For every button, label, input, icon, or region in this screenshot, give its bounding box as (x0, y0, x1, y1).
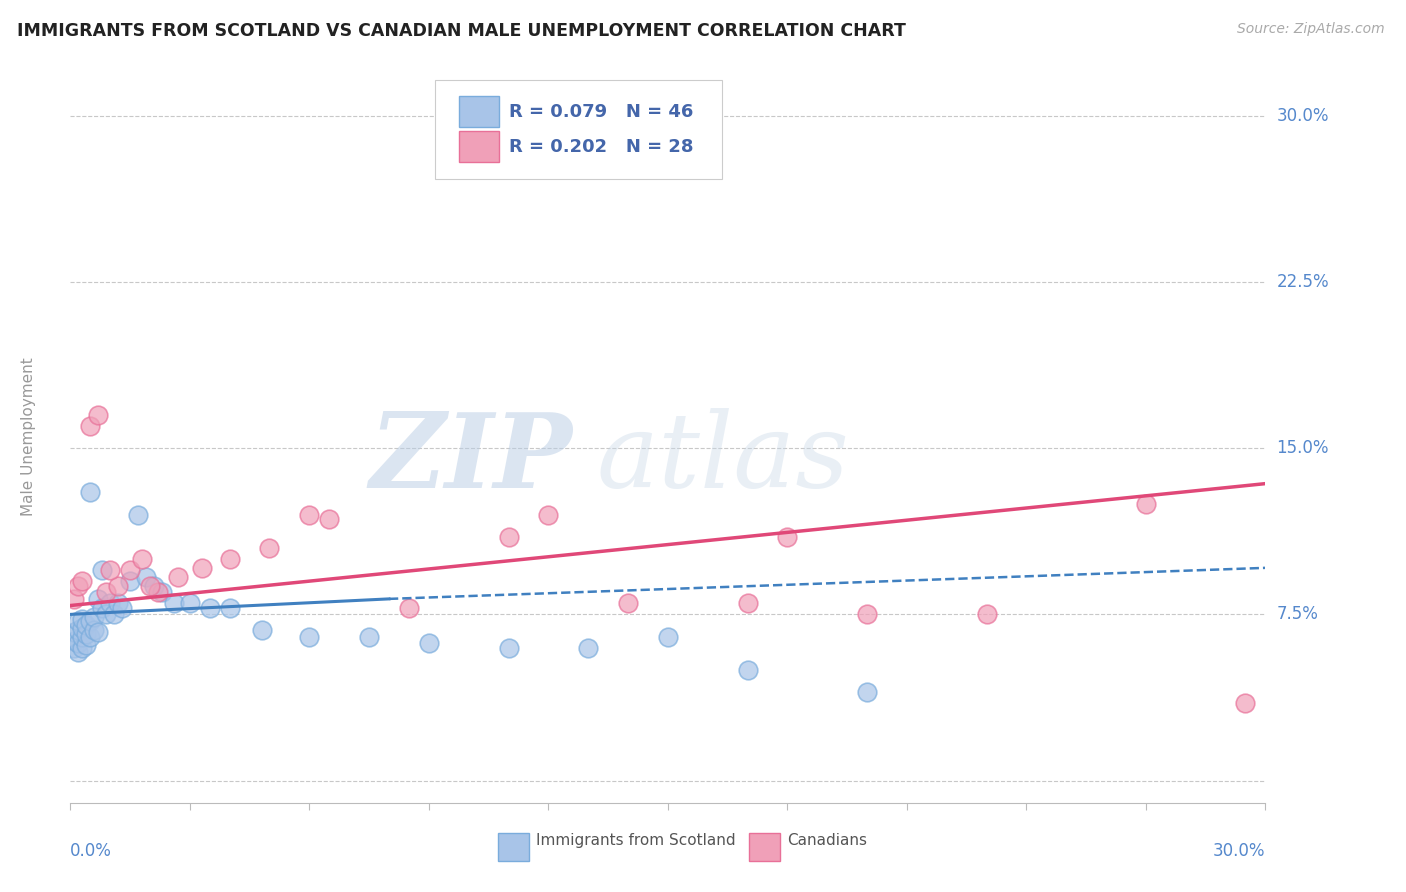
Point (87, 625, 110, 640)
Point (103, 607, 125, 622)
Point (150, 585, 173, 599)
Point (79, 485, 101, 500)
Point (250, 623, 273, 637)
Text: 15.0%: 15.0% (1277, 439, 1329, 458)
Point (1234, 696, 1257, 710)
Point (98, 563, 121, 577)
Text: IMMIGRANTS FROM SCOTLAND VS CANADIAN MALE UNEMPLOYMENT CORRELATION CHART: IMMIGRANTS FROM SCOTLAND VS CANADIAN MAL… (17, 22, 905, 40)
Point (657, 630, 679, 644)
Point (107, 578, 129, 592)
Point (318, 512, 340, 526)
Point (91, 563, 114, 577)
Point (498, 640, 520, 655)
Point (359, 630, 381, 644)
Point (67, 623, 90, 637)
Point (75, 639, 97, 653)
Point (146, 585, 169, 599)
Point (259, 541, 281, 555)
FancyBboxPatch shape (458, 96, 499, 127)
Point (67, 614, 90, 628)
Text: Immigrants from Scotland: Immigrants from Scotland (537, 833, 735, 848)
Point (135, 570, 157, 584)
Point (179, 596, 201, 610)
Point (83, 609, 105, 624)
Point (198, 600, 221, 615)
Point (167, 570, 190, 584)
Point (63, 625, 86, 640)
Text: atlas: atlas (596, 409, 849, 509)
Text: R = 0.202   N = 28: R = 0.202 N = 28 (509, 137, 693, 156)
Point (63, 591, 86, 606)
Point (298, 630, 321, 644)
Point (856, 607, 879, 622)
Point (737, 663, 759, 677)
Point (96, 585, 117, 599)
Point (737, 596, 759, 610)
Text: 0.0%: 0.0% (70, 842, 112, 860)
Point (96, 607, 117, 622)
Point (70, 640, 93, 655)
Point (139, 578, 162, 592)
Text: 7.5%: 7.5% (1277, 606, 1319, 624)
Point (79, 630, 101, 644)
Point (143, 578, 166, 592)
Point (617, 596, 640, 610)
Point (120, 563, 141, 577)
Point (418, 636, 440, 650)
Text: Source: ZipAtlas.com: Source: ZipAtlas.com (1237, 22, 1385, 37)
Point (127, 508, 149, 522)
Text: ZIP: ZIP (370, 409, 572, 509)
Point (298, 508, 321, 522)
Point (87, 591, 110, 606)
Point (67, 636, 90, 650)
Point (75, 627, 97, 641)
Point (218, 552, 240, 566)
Point (87, 408, 110, 422)
Point (83, 623, 105, 637)
Text: 30.0%: 30.0% (1277, 107, 1329, 125)
Point (537, 508, 560, 522)
Point (70, 612, 93, 626)
Point (120, 574, 141, 589)
Point (776, 530, 799, 544)
Point (163, 596, 186, 610)
Point (70, 574, 93, 589)
Point (107, 596, 129, 610)
Point (976, 607, 998, 622)
Point (63, 634, 86, 648)
Text: 22.5%: 22.5% (1277, 273, 1329, 291)
Point (91, 600, 114, 615)
Point (70, 630, 93, 644)
Point (131, 552, 153, 566)
Text: Male Unemployment: Male Unemployment (21, 358, 37, 516)
Point (191, 561, 214, 575)
Point (67, 578, 90, 592)
FancyBboxPatch shape (498, 833, 529, 861)
Point (111, 600, 134, 615)
Point (1135, 497, 1157, 511)
Point (63, 640, 86, 655)
Point (70, 621, 93, 635)
FancyBboxPatch shape (749, 833, 780, 861)
Text: Canadians: Canadians (787, 833, 868, 848)
Point (98, 596, 121, 610)
Text: R = 0.079   N = 46: R = 0.079 N = 46 (509, 103, 693, 120)
FancyBboxPatch shape (458, 131, 499, 162)
FancyBboxPatch shape (434, 80, 721, 179)
Point (498, 530, 520, 544)
Point (576, 640, 599, 655)
Point (67, 645, 90, 659)
Point (398, 600, 420, 615)
Point (75, 618, 97, 632)
Point (856, 685, 879, 699)
Point (79, 614, 101, 628)
Text: 30.0%: 30.0% (1213, 842, 1265, 860)
Point (218, 600, 240, 615)
Point (79, 419, 101, 434)
